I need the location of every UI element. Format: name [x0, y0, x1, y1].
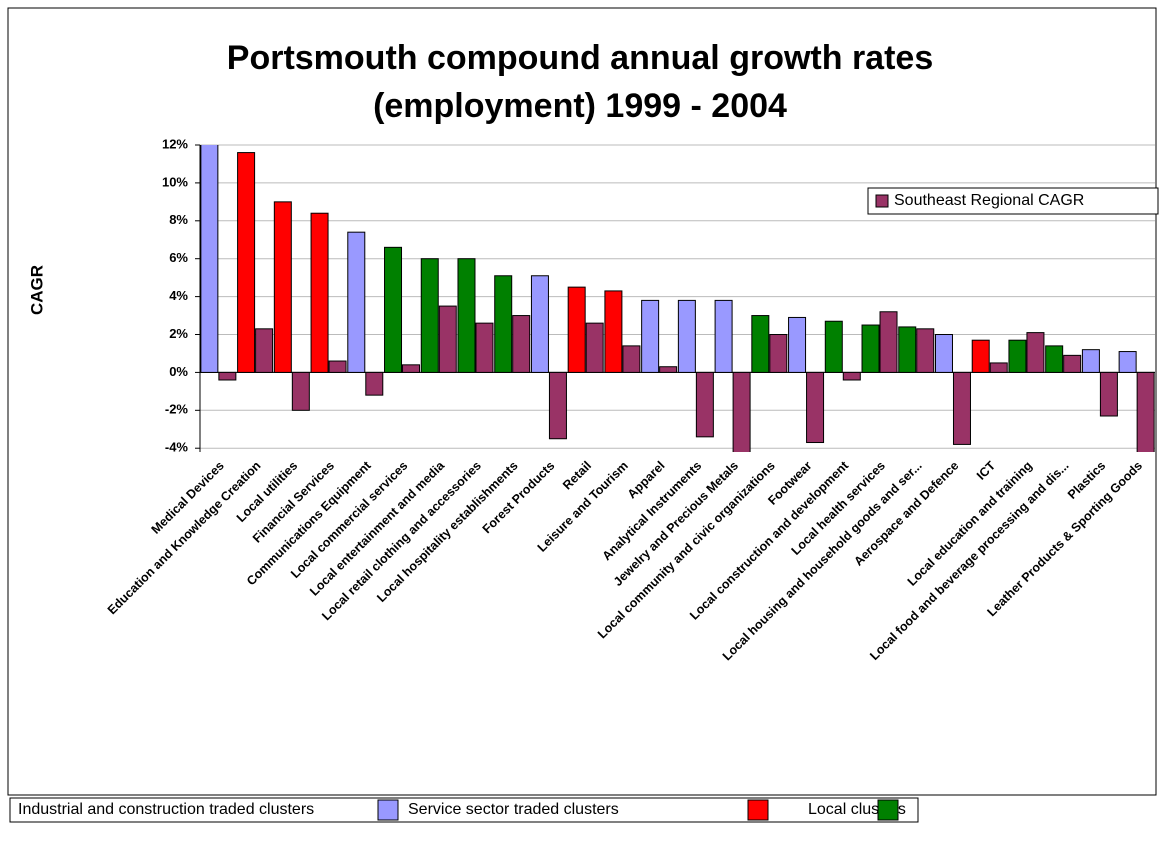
bar: [659, 366, 678, 373]
y-tick-label: 0%: [169, 364, 188, 379]
y-tick-label: 4%: [169, 288, 188, 303]
bar: [1008, 339, 1027, 373]
bar: [1081, 349, 1100, 373]
bar: [255, 328, 274, 373]
legend-box: [867, 187, 1159, 215]
bar: [952, 371, 971, 445]
y-tick-label: -4%: [165, 440, 189, 455]
bar: [548, 371, 567, 440]
bar: [1136, 371, 1155, 452]
bar: [861, 324, 880, 373]
color-key-swatch: [377, 799, 399, 821]
bar: [567, 286, 586, 373]
bar: [494, 275, 513, 373]
bar: [788, 316, 807, 373]
bar: [475, 322, 494, 373]
bar: [218, 371, 237, 381]
bar: [934, 334, 953, 373]
bar: [273, 201, 292, 373]
bar: [530, 275, 549, 373]
bar: [695, 371, 714, 438]
bar: [237, 152, 256, 373]
bar: [365, 371, 384, 396]
bar: [751, 315, 770, 373]
bar: [1045, 345, 1064, 373]
y-tick-label: 6%: [169, 250, 188, 265]
bar: [604, 290, 623, 373]
bar: [989, 362, 1008, 373]
color-key-swatch: [747, 799, 769, 821]
bar: [732, 371, 751, 452]
bar: [1063, 354, 1082, 373]
bar: [879, 311, 898, 373]
color-key-label: Service sector traded clusters: [408, 801, 619, 818]
bar: [457, 258, 476, 373]
bar: [769, 334, 788, 373]
bar: [328, 360, 347, 373]
bar: [916, 328, 935, 373]
bar: [971, 339, 990, 373]
bar: [402, 364, 421, 373]
bar: [622, 345, 641, 373]
legend-label: Southeast Regional CAGR: [894, 192, 1084, 209]
bar: [310, 212, 329, 373]
legend-swatch: [875, 194, 889, 208]
bar: [714, 299, 733, 373]
bar: [898, 326, 917, 373]
bar: [1026, 332, 1045, 373]
y-tick-label: 10%: [162, 174, 188, 189]
bar: [842, 371, 861, 381]
color-key-label: Industrial and construction traded clust…: [18, 801, 314, 818]
bar: [806, 371, 825, 444]
y-tick-label: 12%: [162, 136, 188, 151]
y-axis-title: CAGR: [27, 265, 46, 315]
bar: [200, 145, 219, 373]
bar: [585, 322, 604, 373]
y-tick-label: 8%: [169, 212, 188, 227]
bar: [1099, 371, 1118, 417]
bar: [512, 315, 531, 373]
chart-title: (employment) 1999 - 2004: [373, 87, 787, 125]
color-key-swatch: [877, 799, 899, 821]
y-tick-label: 2%: [169, 326, 188, 341]
bar: [1118, 351, 1137, 373]
y-tick-label: -2%: [165, 402, 189, 417]
bar: [438, 305, 457, 373]
bar: [641, 299, 660, 373]
bar: [420, 258, 439, 373]
bar: [677, 299, 696, 373]
bar: [347, 231, 366, 373]
bar: [291, 371, 310, 411]
bar: [384, 246, 403, 373]
bar: [824, 320, 843, 373]
chart-title: Portsmouth compound annual growth rates: [227, 39, 933, 77]
